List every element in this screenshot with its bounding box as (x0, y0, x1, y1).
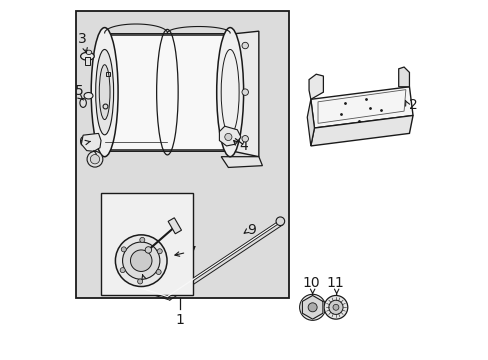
Polygon shape (302, 296, 322, 319)
Circle shape (328, 300, 343, 314)
Circle shape (324, 296, 347, 319)
Circle shape (242, 89, 248, 95)
Ellipse shape (86, 50, 92, 54)
Text: 7: 7 (187, 245, 196, 259)
Circle shape (115, 235, 167, 287)
Polygon shape (308, 74, 323, 99)
Ellipse shape (216, 28, 243, 157)
Text: 4: 4 (239, 139, 247, 153)
Polygon shape (81, 134, 101, 151)
Text: 11: 11 (325, 276, 343, 291)
Circle shape (145, 247, 151, 253)
Text: 2: 2 (408, 98, 417, 112)
Text: 3: 3 (78, 32, 86, 45)
Bar (168, 218, 181, 234)
Bar (76, 12, 289, 298)
Text: 5: 5 (74, 84, 83, 98)
Circle shape (120, 267, 125, 273)
Ellipse shape (91, 28, 118, 157)
Text: 9: 9 (247, 223, 256, 237)
Circle shape (130, 250, 152, 271)
Ellipse shape (81, 52, 94, 60)
Circle shape (276, 217, 284, 226)
Ellipse shape (99, 65, 110, 120)
Text: 6: 6 (79, 135, 88, 149)
Circle shape (156, 270, 161, 275)
Circle shape (157, 249, 162, 254)
Circle shape (140, 237, 144, 242)
Circle shape (121, 247, 126, 252)
Text: 1: 1 (175, 314, 184, 327)
Polygon shape (306, 99, 314, 146)
Ellipse shape (84, 93, 93, 99)
Circle shape (299, 294, 325, 320)
Polygon shape (224, 31, 258, 157)
Circle shape (137, 279, 142, 284)
Circle shape (224, 134, 231, 140)
Bar (84, 57, 90, 65)
Polygon shape (221, 157, 262, 167)
Circle shape (242, 42, 248, 49)
Circle shape (332, 304, 338, 310)
Text: 10: 10 (302, 276, 319, 291)
Polygon shape (310, 116, 412, 146)
Bar (104, 35, 230, 149)
Circle shape (90, 154, 100, 164)
Text: 8: 8 (139, 281, 147, 295)
Circle shape (122, 242, 160, 279)
Circle shape (242, 135, 248, 142)
Polygon shape (219, 126, 241, 146)
Polygon shape (398, 67, 408, 87)
Circle shape (307, 303, 317, 312)
Ellipse shape (80, 98, 86, 107)
Ellipse shape (96, 49, 113, 135)
Circle shape (87, 151, 102, 167)
Bar (101, 193, 192, 295)
Polygon shape (310, 87, 412, 128)
